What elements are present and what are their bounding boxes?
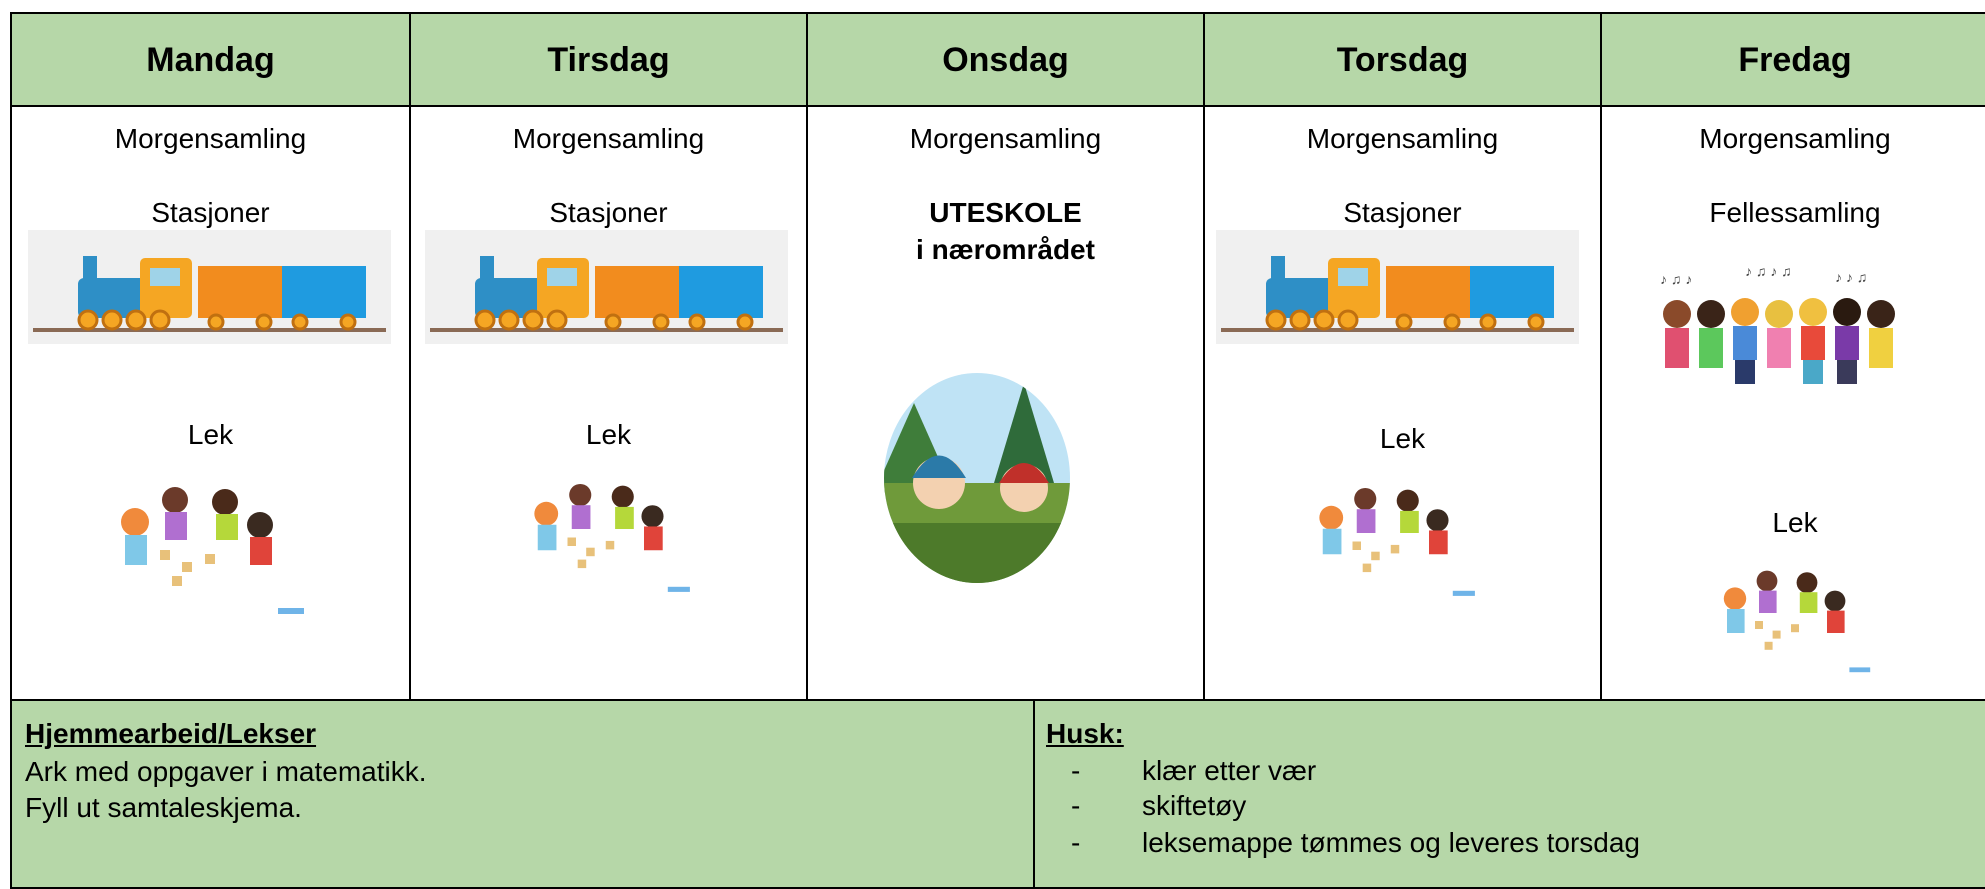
bullet: - (1071, 755, 1081, 786)
activity: Stasjoner (151, 197, 270, 228)
activity: Stasjoner (549, 197, 668, 228)
day-header: Torsdag (1203, 12, 1602, 107)
remember-item: skiftetøy (1142, 790, 1247, 821)
kids-image (1723, 570, 1871, 673)
bullet: - (1071, 827, 1081, 858)
kids-image (121, 487, 304, 614)
activity: Morgensamling (114, 123, 307, 154)
remember-cell (1033, 699, 1985, 889)
activity: Morgensamling (1699, 123, 1891, 154)
activity: Morgensamling (1306, 123, 1499, 154)
kids-image (534, 483, 690, 592)
activity: UTESKOLE (929, 197, 1082, 228)
activity: Lek (585, 419, 632, 450)
activity: Lek (1379, 423, 1426, 454)
homework-line: Ark med oppgaver i matematikk. (25, 756, 427, 787)
activity: i nærområdet (916, 234, 1095, 265)
day-header: Tirsdag (409, 12, 808, 107)
remember-item: leksemappe tømmes og leveres torsdag (1142, 827, 1640, 858)
remember-title: Husk: (1046, 718, 1124, 749)
day-header: Onsdag (806, 12, 1205, 107)
activity: Stasjoner (1343, 197, 1462, 228)
train-image (425, 230, 788, 344)
day-header: Fredag (1600, 12, 1985, 107)
activity: Lek (1772, 507, 1818, 538)
activity: Lek (187, 419, 234, 450)
bullet: - (1071, 790, 1081, 821)
homework-line: Fyll ut samtaleskjema. (25, 792, 302, 823)
singers-image (1660, 264, 1895, 384)
kids-image (1319, 487, 1475, 596)
homework-title: Hjemmearbeid/Lekser (25, 718, 317, 749)
train-image (28, 230, 391, 344)
train-image (1216, 230, 1581, 344)
remember-item: klær etter vær (1142, 755, 1317, 786)
activity: Morgensamling (512, 123, 705, 154)
activity: Morgensamling (909, 123, 1102, 154)
forest-image (884, 373, 1070, 583)
activity: Fellessamling (1709, 197, 1881, 228)
day-header: Mandag (10, 12, 411, 107)
